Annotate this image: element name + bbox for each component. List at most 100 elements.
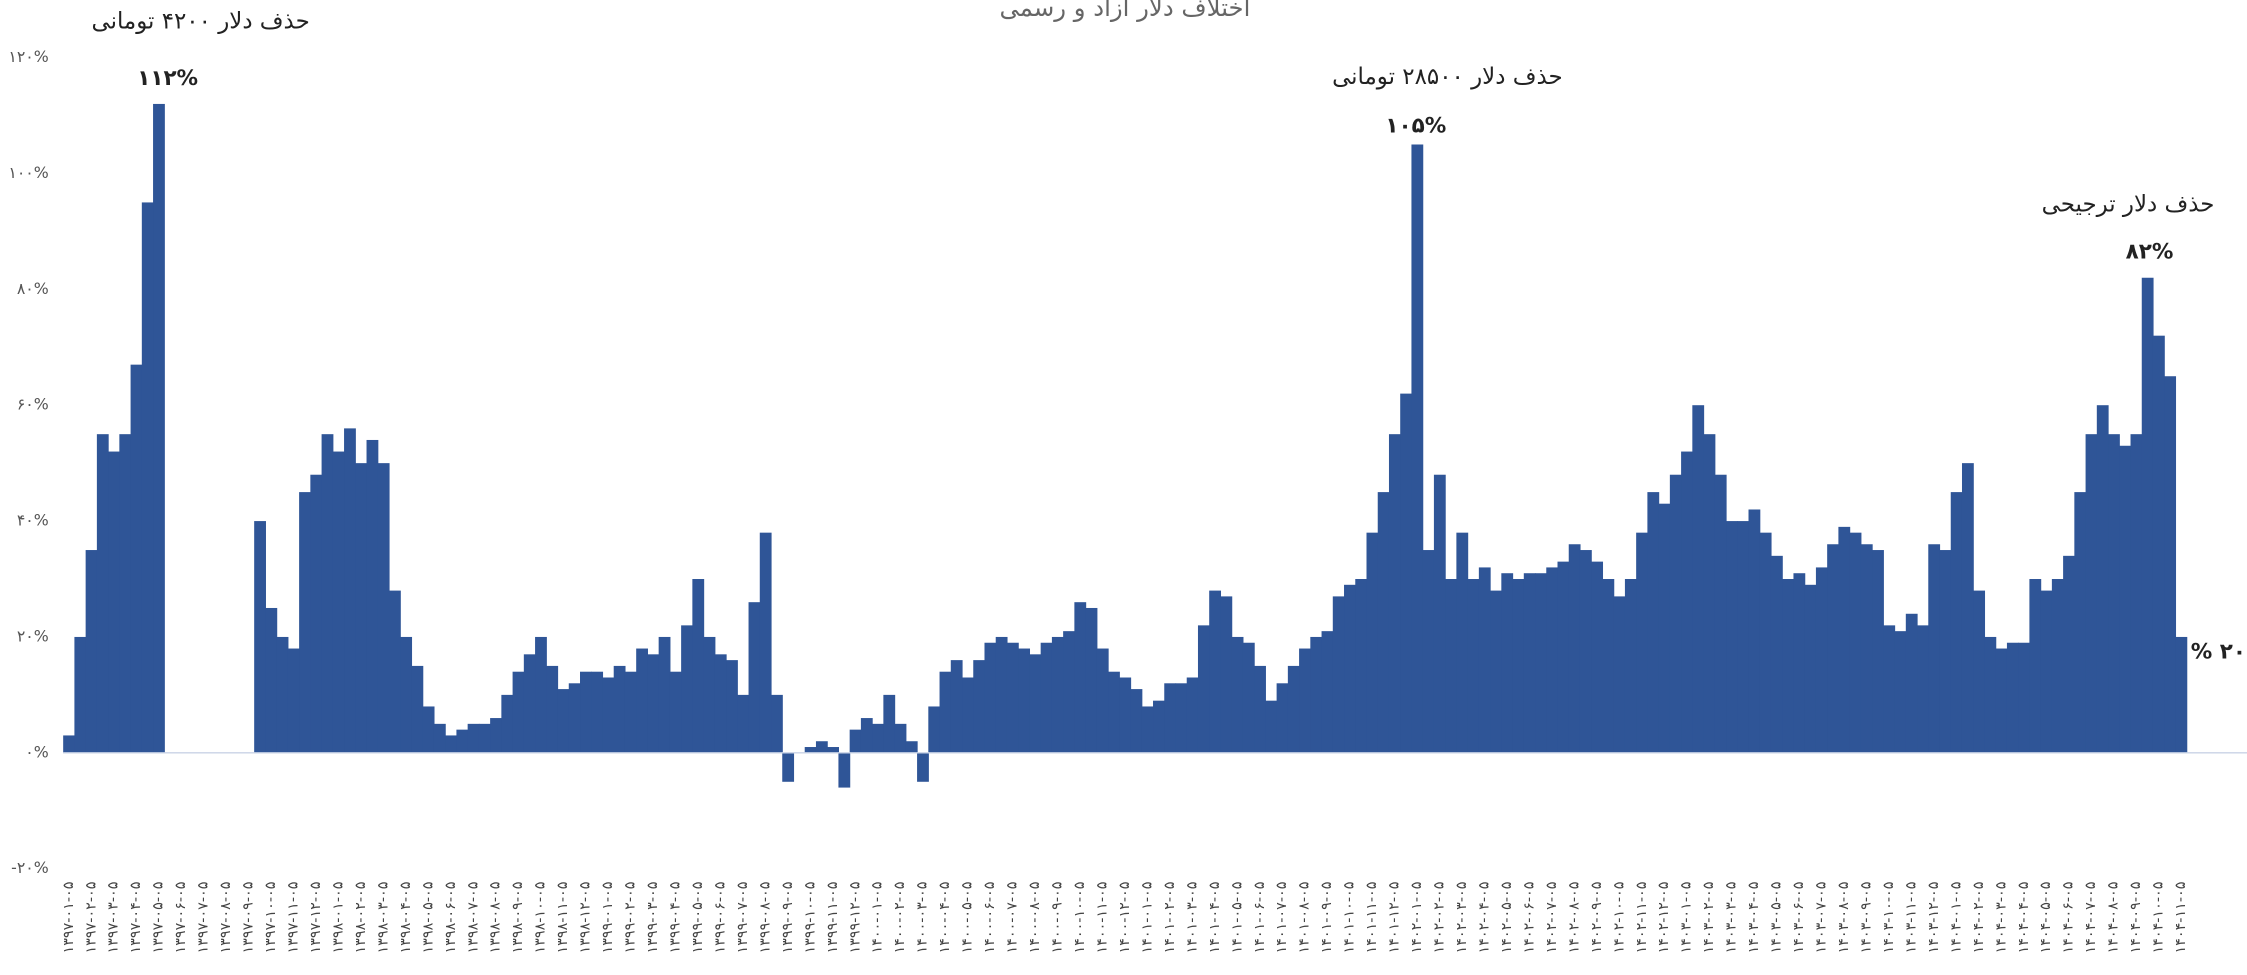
bar (400, 636, 413, 753)
annotation-value: ۲۰ % (2191, 639, 2246, 664)
x-tick-label: ۱۳۹۷-۰۸-۰۵ (218, 882, 234, 954)
x-tick-label: ۱۴۰۴-۰۱-۰۵ (1948, 882, 1964, 954)
x-tick-label: ۱۴۰۰-۰۶-۰۵ (982, 882, 998, 954)
bar (1512, 579, 1525, 753)
bar (1770, 555, 1783, 753)
bar (703, 636, 716, 753)
x-tick-label: ۱۴۰۴-۰۴-۰۵ (2016, 882, 2032, 954)
bar (1411, 144, 1424, 753)
x-tick-label: ۱۳۹۸-۰۷-۰۵ (465, 882, 481, 954)
x-tick-label: ۱۴۰۱-۱۱-۰۵ (1364, 882, 1380, 954)
x-tick-label: ۱۴۰۱-۰۱-۰۵ (1139, 882, 1155, 954)
x-tick-label: ۱۳۹۹-۰۳-۰۵ (645, 882, 661, 954)
bar (669, 671, 682, 753)
x-tick-label: ۱۴۰۳-۱۱-۰۵ (1903, 882, 1919, 954)
bar (377, 463, 390, 753)
bar (2051, 579, 2064, 753)
bar (1658, 503, 1671, 753)
bar (1242, 642, 1255, 753)
bar (478, 723, 491, 753)
bar (1872, 550, 1884, 753)
bar (1141, 706, 1154, 753)
bar (1018, 648, 1031, 753)
bar (1905, 613, 1918, 753)
x-tick-label: ۱۳۹۸-۰۳-۰۵ (375, 882, 391, 954)
x-tick-label: ۱۴۰۱-۰۸-۰۵ (1297, 882, 1313, 954)
bar (1119, 677, 1132, 753)
bar (1591, 561, 1604, 753)
bar (580, 671, 592, 753)
x-tick-label: ۱۳۹۸-۰۴-۰۵ (398, 882, 414, 954)
bar (1332, 596, 1345, 753)
x-tick-label: ۱۴۰۲-۰۱-۰۵ (1409, 882, 1425, 954)
x-tick-label: ۱۴۰۱-۰۹-۰۵ (1319, 882, 1335, 954)
bar (2006, 642, 2019, 753)
bar (153, 103, 165, 753)
x-tick-label: ۱۴۰۰-۰۳-۰۵ (915, 882, 931, 954)
bar (1568, 544, 1581, 753)
x-tick-label: ۱۴۰۲-۰۲-۰۵ (1432, 882, 1448, 954)
bar (894, 723, 907, 753)
bar (1838, 526, 1851, 753)
x-tick-label: ۱۴۰۳-۰۲-۰۵ (1701, 882, 1717, 954)
bar (108, 451, 120, 753)
bar (1197, 625, 1210, 753)
annotation-value: ۱۰۵% (1385, 113, 1446, 138)
x-tick-label: ۱۴۰۳-۰۷-۰۵ (1814, 882, 1830, 954)
bar (276, 636, 289, 753)
bar (1973, 590, 1986, 753)
x-tick-label: ۱۴۰۳-۱۲-۰۵ (1926, 882, 1942, 954)
x-tick-label: ۱۴۰۰-۰۴-۰۵ (937, 882, 953, 954)
x-tick-label: ۱۴۰۳-۰۸-۰۵ (1836, 882, 1852, 954)
annotation: حذف دلار ۲۸۵۰۰ تومانی (1332, 64, 1563, 90)
bar (119, 434, 132, 753)
bar (1804, 584, 1817, 753)
x-tick-label: ۱۴۰۱-۰۴-۰۵ (1207, 882, 1223, 954)
bar (1793, 573, 1806, 753)
x-tick-label: ۱۳۹۷-۰۳-۰۵ (106, 882, 122, 954)
bar (141, 202, 154, 753)
bar (1186, 677, 1199, 753)
annotation-value: ۸۲% (2126, 239, 2174, 264)
x-tick-label: ۱۳۹۹-۰۶-۰۵ (712, 882, 728, 954)
x-tick-label: ۱۴۰۱-۱۰-۰۵ (1342, 882, 1358, 954)
x-tick-label: ۱۴۰۴-۰۹-۰۵ (2128, 882, 2144, 954)
bar (726, 660, 738, 753)
bar (1669, 474, 1682, 753)
bar (624, 671, 637, 753)
x-tick-label: ۱۴۰۰-۰۲-۰۵ (892, 882, 908, 954)
bar (2040, 590, 2053, 753)
bar (1051, 636, 1064, 753)
bar (849, 729, 862, 753)
annotation: حذف دلار ترجیحی (2042, 192, 2215, 218)
x-tick-label: ۱۳۹۹-۰۸-۰۵ (757, 882, 773, 954)
bar (355, 463, 368, 753)
y-tick-label: ۱۲۰% (8, 47, 48, 66)
x-tick-label: ۱۴۰۴-۰۶-۰۵ (2061, 882, 2077, 954)
bar (1108, 671, 1120, 753)
bar (1647, 492, 1660, 753)
bar (2130, 434, 2143, 753)
bar (1557, 561, 1570, 753)
bar (602, 677, 615, 753)
bar (995, 636, 1008, 753)
bar (782, 752, 795, 782)
bar (1366, 532, 1379, 753)
bar (411, 665, 424, 753)
bar (557, 689, 570, 753)
bar (962, 677, 974, 753)
bar (1613, 596, 1626, 753)
bar (490, 718, 502, 753)
bar (2096, 405, 2109, 753)
bar (299, 492, 311, 753)
bar (1917, 625, 1929, 753)
x-tick-label: ۱۳۹۹-۱۱-۰۵ (825, 882, 841, 954)
x-tick-label: ۱۴۰۳-۰۱-۰۵ (1679, 882, 1695, 954)
bar (1827, 544, 1839, 753)
bar (771, 694, 783, 753)
bar (1961, 463, 1974, 753)
x-tick-label: ۱۴۰۲-۰۵-۰۵ (1499, 882, 1515, 954)
bar (433, 723, 446, 753)
x-tick-label: ۱۴۰۳-۰۳-۰۵ (1724, 882, 1740, 954)
